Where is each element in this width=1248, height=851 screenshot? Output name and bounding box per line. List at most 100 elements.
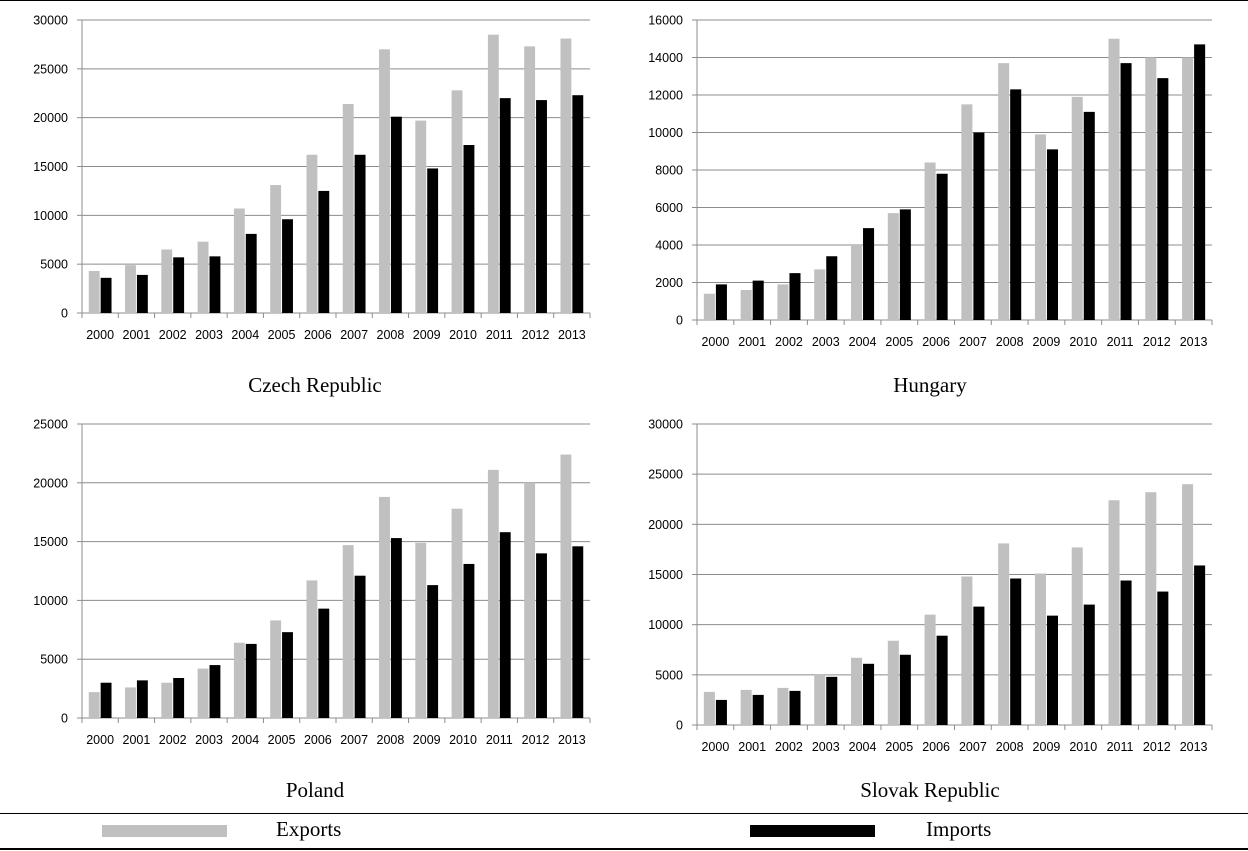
- bar-imports-2009: [427, 585, 439, 718]
- y-tick-label: 8000: [655, 164, 683, 178]
- bar-exports-2013: [560, 454, 572, 718]
- bar-exports-2000: [88, 271, 100, 313]
- y-tick-label: 25000: [33, 418, 68, 432]
- bar-imports-2002: [173, 678, 185, 718]
- bar-exports-2011: [1108, 38, 1120, 320]
- y-tick-label: 25000: [33, 62, 68, 76]
- bar-exports-2000: [88, 692, 100, 718]
- bar-exports-2002: [161, 249, 173, 313]
- chart-slovak-republic: 0 5000 10000 15000 20000 25000 30000 2000 2001 20…: [648, 418, 1213, 754]
- bar-exports-2003: [197, 241, 209, 313]
- bar-exports-2012: [524, 46, 536, 314]
- x-tick-label: 2010: [449, 733, 477, 747]
- x-tick-label: 2003: [812, 740, 840, 754]
- bar-imports-2011: [1120, 63, 1132, 320]
- x-tick-label: 2005: [885, 740, 913, 754]
- y-tick-label: 0: [676, 719, 683, 733]
- bar-imports-2012: [536, 100, 547, 313]
- x-tick-label: 2002: [775, 740, 803, 754]
- bar-imports-2010: [463, 145, 475, 313]
- bar-imports-2003: [209, 665, 221, 718]
- x-tick-label: 2008: [996, 335, 1024, 349]
- y-tick-label: 6000: [655, 201, 683, 215]
- x-tick-label: 2013: [1180, 335, 1208, 349]
- bar-exports-2001: [740, 689, 752, 725]
- bar-imports-2013: [572, 546, 584, 718]
- x-tick-label: 2012: [1143, 740, 1171, 754]
- bar-imports-2005: [282, 219, 293, 313]
- x-tick-label: 2005: [885, 335, 913, 349]
- bar-exports-2004: [851, 245, 863, 320]
- bar-imports-2012: [536, 553, 547, 718]
- bar-imports-2007: [354, 575, 366, 718]
- chart-svg: 0 5000 10000 15000 20000 25000 30000 2000 2001 20…: [648, 418, 1213, 754]
- x-tick-label: 2008: [377, 328, 405, 342]
- chart-hungary: 0 2000 4000 6000 8000 10000 12000 14000 16000 200…: [0, 0, 1248, 360]
- x-tick-label: 2012: [522, 733, 550, 747]
- chart-poland: 0 5000 10000 15000 20000 25000 2000 2001 2002 200…: [0, 0, 624, 760]
- y-tick-label: 20000: [33, 111, 68, 125]
- bar-imports-2001: [752, 694, 764, 725]
- bar-exports-2003: [814, 674, 826, 725]
- bar-imports-2001: [136, 680, 148, 718]
- bar-exports-2005: [270, 185, 282, 313]
- bar-exports-2010: [1071, 96, 1083, 320]
- bar-exports-2000: [703, 691, 715, 725]
- bar-imports-2000: [715, 699, 727, 725]
- bar-imports-2002: [789, 690, 801, 725]
- bar-exports-2008: [379, 496, 390, 718]
- bar-imports-2008: [1010, 89, 1022, 320]
- x-tick-label: 2004: [849, 335, 877, 349]
- bar-exports-2002: [777, 687, 789, 725]
- bar-exports-2010: [451, 90, 463, 313]
- y-tick-label: 5000: [655, 668, 683, 682]
- bar-exports-2008: [998, 63, 1010, 320]
- y-tick-label: 20000: [648, 518, 683, 532]
- bar-exports-2006: [924, 162, 936, 320]
- bar-imports-2004: [245, 643, 257, 718]
- bar-exports-2011: [487, 34, 499, 314]
- x-tick-label: 2001: [738, 335, 766, 349]
- bar-exports-2004: [851, 657, 863, 725]
- x-tick-label: 2009: [1033, 740, 1061, 754]
- x-tick-label: 2002: [775, 335, 803, 349]
- x-tick-label: 2004: [849, 740, 877, 754]
- x-tick-label: 2000: [86, 328, 114, 342]
- bar-imports-2009: [1046, 149, 1058, 320]
- bar-exports-2004: [233, 208, 245, 313]
- bar-imports-2009: [427, 168, 439, 313]
- bar-exports-2007: [961, 576, 973, 725]
- x-tick-label: 2003: [195, 733, 223, 747]
- bar-exports-2006: [306, 154, 318, 313]
- x-tick-label: 2013: [558, 328, 586, 342]
- bar-imports-2001: [752, 280, 764, 320]
- y-tick-label: 14000: [648, 51, 683, 65]
- bar-imports-2010: [463, 563, 475, 718]
- bar-exports-2001: [740, 290, 752, 320]
- bar-imports-2006: [936, 635, 948, 725]
- x-tick-label: 2007: [959, 740, 987, 754]
- x-tick-label: 2012: [1143, 335, 1171, 349]
- x-tick-label: 2006: [304, 328, 332, 342]
- x-tick-label: 2012: [522, 328, 550, 342]
- x-tick-label: 2008: [377, 733, 405, 747]
- bar-exports-2008: [998, 543, 1010, 725]
- x-tick-label: 2006: [922, 740, 950, 754]
- y-tick-label: 0: [676, 314, 683, 328]
- chart-svg: 0 2000 4000 6000 8000 10000 12000 14000 16000 200…: [648, 14, 1213, 349]
- y-tick-label: 5000: [40, 653, 68, 667]
- bar-imports-2010: [1083, 111, 1095, 320]
- x-tick-label: 2002: [159, 733, 187, 747]
- y-tick-label: 12000: [648, 89, 683, 103]
- bar-exports-2013: [1182, 484, 1194, 725]
- y-tick-label: 30000: [648, 418, 683, 432]
- y-tick-label: 0: [61, 307, 68, 321]
- legend-label-exports: Exports: [276, 817, 342, 841]
- bar-imports-2011: [499, 98, 511, 313]
- x-tick-label: 2011: [486, 328, 513, 342]
- chart-title-czech-republic: Czech Republic: [248, 373, 382, 397]
- bar-exports-2001: [125, 687, 136, 718]
- x-tick-label: 2011: [1107, 740, 1134, 754]
- x-tick-label: 2009: [1033, 335, 1061, 349]
- bar-imports-2008: [390, 116, 402, 313]
